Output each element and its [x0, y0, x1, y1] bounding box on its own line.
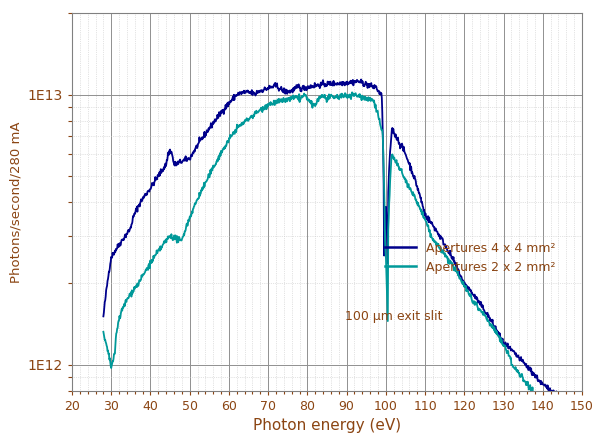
Legend: Apertures 4 x 4 mm², Apertures 2 x 2 mm²: Apertures 4 x 4 mm², Apertures 2 x 2 mm²	[380, 237, 560, 279]
Y-axis label: Photons/second/280 mA: Photons/second/280 mA	[9, 121, 22, 283]
X-axis label: Photon energy (eV): Photon energy (eV)	[253, 418, 401, 433]
Text: 100 μm exit slit: 100 μm exit slit	[345, 309, 442, 323]
